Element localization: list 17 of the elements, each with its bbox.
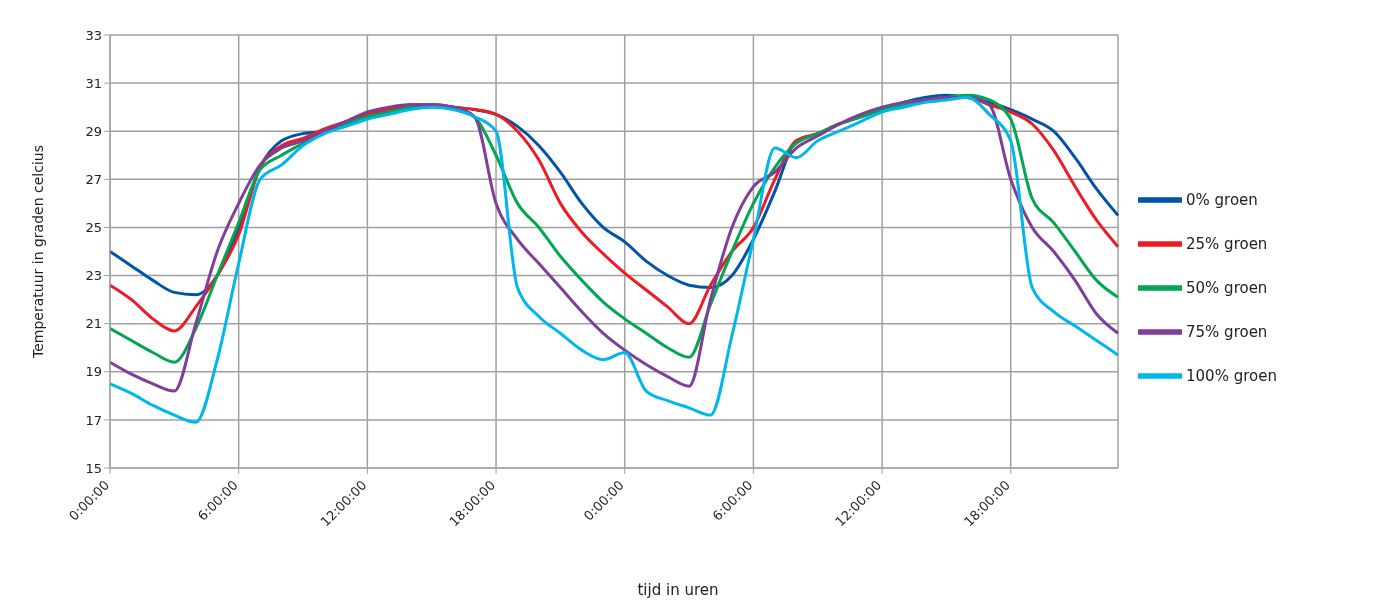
legend-label: 50% groen xyxy=(1186,278,1268,297)
x-axis-title: tijd in uren xyxy=(636,581,720,599)
legend-label: 100% groen xyxy=(1186,366,1277,385)
y-tick-label: 29 xyxy=(85,123,102,139)
y-tick-label: 19 xyxy=(85,364,102,380)
y-tick-label: 17 xyxy=(85,412,102,428)
legend-label: 25% groen xyxy=(1186,234,1268,253)
y-tick-label: 33 xyxy=(85,27,102,43)
y-axis-title: Temperatuur in graden celcius xyxy=(29,145,46,359)
legend-label: 75% groen xyxy=(1186,322,1268,341)
y-tick-label: 21 xyxy=(85,316,102,332)
y-tick-label: 31 xyxy=(85,75,102,91)
y-tick-label: 23 xyxy=(85,268,102,284)
y-tick-label: 25 xyxy=(85,220,102,236)
y-tick-label: 27 xyxy=(85,171,102,187)
legend-label: 0% groen xyxy=(1186,190,1258,209)
y-tick-label: 15 xyxy=(85,460,102,476)
